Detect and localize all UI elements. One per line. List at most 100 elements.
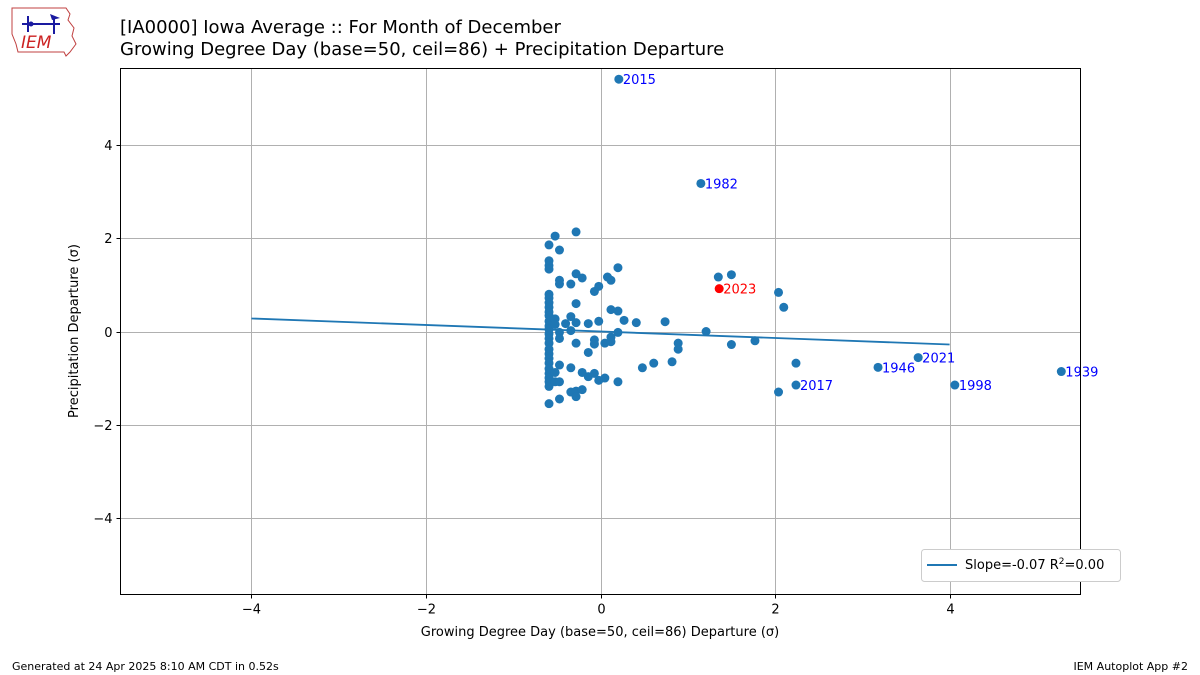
data-point [594, 316, 604, 326]
data-point [726, 270, 736, 280]
labeled-data-point [1056, 367, 1066, 377]
data-point [613, 263, 623, 273]
labeled-data-point [696, 178, 706, 188]
data-point [571, 227, 581, 237]
data-point [673, 344, 683, 354]
data-point [554, 377, 564, 387]
data-point [554, 333, 564, 343]
legend: Slope=-0.07 R2=0.00 [921, 549, 1121, 582]
generated-timestamp: Generated at 24 Apr 2025 8:10 AM CDT in … [12, 660, 279, 673]
iem-logo: IEM [11, 7, 77, 57]
legend-entry-prefix: Slope=-0.07 R [965, 558, 1059, 573]
data-point [554, 394, 564, 404]
y-tick-label: −2 [93, 419, 112, 434]
x-axis-label: Growing Degree Day (base=50, ceil=86) De… [421, 625, 779, 640]
point-year-label: 1998 [959, 379, 992, 394]
point-year-label: 1939 [1065, 366, 1098, 381]
data-point [544, 240, 554, 250]
labeled-data-point [791, 380, 801, 390]
app-credit: IEM Autoplot App #2 [1073, 660, 1188, 673]
data-point [667, 357, 677, 367]
x-tick-label: 0 [597, 603, 605, 618]
data-point [774, 387, 784, 397]
data-point [774, 287, 784, 297]
x-tick-label: −4 [242, 603, 261, 618]
data-point [566, 363, 576, 373]
point-year-label: 1946 [882, 361, 915, 376]
x-tick-label: −2 [417, 603, 436, 618]
data-point [571, 338, 581, 348]
regression-line [251, 317, 950, 346]
data-point [583, 319, 593, 329]
data-point [649, 358, 659, 368]
data-point [631, 318, 641, 328]
data-point [726, 340, 736, 350]
data-point [550, 320, 560, 330]
data-point [583, 347, 593, 357]
data-point [566, 326, 576, 336]
data-point [550, 231, 560, 241]
labeled-data-point [614, 74, 624, 84]
point-year-label: 1982 [705, 177, 738, 192]
y-tick-label: 4 [104, 139, 112, 154]
data-point [577, 273, 587, 283]
data-point [606, 275, 616, 285]
data-point [613, 327, 623, 337]
legend-entry-suffix: =0.00 [1065, 558, 1105, 573]
data-point [660, 317, 670, 327]
point-labels: 2015 1982 2023 2021 1946 2017 1998 1939 [623, 73, 1099, 394]
data-point [600, 373, 610, 383]
axis-ticks: −4 −2 0 2 4 −4 −2 0 2 4 [93, 139, 954, 618]
labeled-data-point [913, 353, 923, 363]
labeled-data-point [950, 380, 960, 390]
y-axis-label: Precipitation Departure (σ) [67, 244, 82, 418]
data-point [713, 272, 723, 282]
data-point [791, 358, 801, 368]
logo-text: IEM [21, 33, 52, 53]
grid [120, 68, 1081, 595]
data-point [606, 337, 616, 347]
y-tick-label: 2 [104, 232, 112, 247]
data-point [589, 368, 599, 378]
legend-box [921, 549, 1121, 582]
legend-entry: Slope=-0.07 R2=0.00 [965, 557, 1104, 573]
point-year-label: 2021 [922, 352, 955, 367]
data-point [550, 367, 560, 377]
data-point [619, 315, 629, 325]
point-year-label: 2017 [800, 379, 833, 394]
data-point [544, 399, 554, 409]
data-points [544, 74, 1066, 409]
chart-subtitle: Growing Degree Day (base=50, ceil=86) + … [120, 39, 725, 60]
data-point [566, 312, 576, 322]
data-point [571, 392, 581, 402]
data-point [779, 302, 789, 312]
data-point [613, 377, 623, 387]
fit-line-layer [251, 317, 950, 346]
labeled-data-point [873, 362, 883, 372]
legend-entry-superscript: 2 [1059, 557, 1065, 567]
plot-frame [120, 68, 1081, 595]
x-tick-label: 2 [771, 603, 779, 618]
data-point [594, 281, 604, 291]
y-tick-label: −4 [93, 512, 112, 527]
chart-title: [IA0000] Iowa Average :: For Month of De… [120, 17, 561, 38]
y-tick-label: 0 [104, 326, 112, 341]
data-point [637, 363, 647, 373]
data-point [701, 327, 711, 336]
data-point [589, 339, 599, 349]
data-point [561, 319, 571, 329]
data-point [554, 360, 564, 370]
data-point [577, 385, 587, 395]
data-point [606, 305, 616, 315]
data-point [544, 381, 554, 391]
point-year-label: 2015 [623, 73, 656, 88]
labeled-data-point [714, 284, 724, 294]
point-year-label: 2023 [723, 283, 756, 298]
data-point [554, 245, 564, 255]
data-point [571, 299, 581, 309]
data-point [613, 306, 623, 316]
data-point [566, 279, 576, 289]
data-point [554, 275, 564, 285]
data-point [571, 318, 581, 328]
